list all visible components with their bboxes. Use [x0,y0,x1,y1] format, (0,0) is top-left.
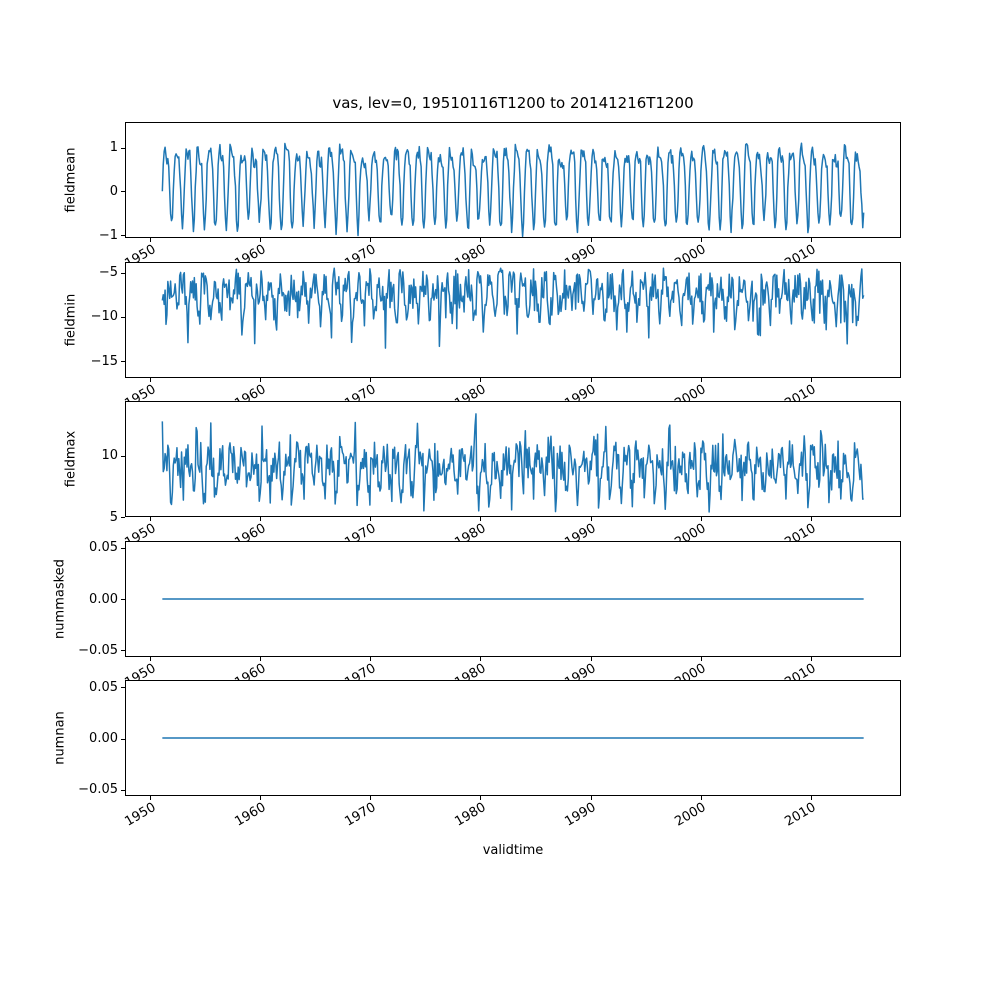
x-tick-mark [260,796,262,800]
x-tick-mark [700,517,702,521]
y-axis-label-numnan: numnan [52,711,68,765]
y-tick-mark [121,789,125,791]
x-tick-mark [370,238,372,242]
series-line-fieldmin [161,266,865,349]
x-tick-mark [590,238,592,242]
x-tick-mark [480,796,482,800]
chart-title: vas, lev=0, 19510116T1200 to 20141216T12… [332,94,694,112]
y-tick-mark [121,738,125,740]
x-tick-mark [700,796,702,800]
series-line-fieldmean [161,142,865,237]
y-tick-mark [121,272,125,274]
y-tick-mark [121,361,125,363]
y-tick-label: 1 [109,140,118,156]
y-tick-mark [121,547,125,549]
y-tick-label: 5 [109,509,118,525]
line-fieldmax [161,413,865,513]
x-tick-mark [480,656,482,661]
x-tick-label: 2010 [782,800,819,830]
series-line-fieldmax [161,413,865,513]
series-line-numnan [162,737,864,739]
x-tick-mark [810,656,812,661]
x-tick-label: 1950 [122,800,159,830]
y-tick-label: 0.00 [89,731,118,746]
x-tick-mark [260,377,262,382]
series-line-nummasked [162,597,864,600]
axes-numnan: 0.05 0.00 −0.05 1950 1960 1970 1980 1990 2000 201… [53,680,901,830]
y-axis-label-nummasked: nummasked [52,558,68,639]
y-tick-label: −1 [98,227,118,243]
x-tick-label: 1970 [342,800,379,830]
y-axis-label-fieldmin: fieldmin [63,293,79,346]
x-tick-label: 1980 [452,800,489,830]
line-fieldmean [161,142,865,237]
x-tick-mark [150,796,152,800]
x-tick-mark [700,377,702,382]
x-tick-mark [700,656,702,661]
y-tick-label: −0.05 [78,642,118,658]
x-tick-mark [480,517,482,521]
axes-nummasked: 0.05 0.00 −0.05 1950 1960 1970 1980 1990 2000 201… [53,540,901,690]
x-tick-mark [590,517,592,521]
y-tick-mark [121,517,125,519]
y-tick-label: −15 [90,353,118,369]
x-tick-mark [810,517,812,521]
y-tick-label: −0.05 [78,782,118,798]
line-fieldmin [161,266,865,349]
x-tick-mark [260,238,262,242]
x-tick-mark [150,656,152,661]
y-tick-label: 0.00 [89,591,118,607]
x-tick-mark [810,238,812,242]
y-axis-label-fieldmean: fieldmean [63,147,79,213]
x-tick-mark [370,796,372,800]
x-tick-label: 1990 [562,800,599,830]
x-tick-mark [480,377,482,382]
x-tick-mark [370,656,372,661]
y-tick-label: 0 [109,183,118,199]
y-tick-label: 10 [101,448,118,464]
y-axis-label-fieldmax: fieldmax [63,430,79,488]
x-tick-mark [590,656,592,661]
y-tick-mark [121,147,125,149]
x-axis-label: validtime [482,843,544,858]
axes-fieldmean: 1 0 −1 1950 1960 1970 1980 1990 2000 2010 fieldmea… [64,122,901,272]
y-tick-mark [121,235,125,237]
x-tick-mark [590,377,592,382]
x-tick-mark [590,796,592,800]
y-tick-label: 0.05 [89,540,118,556]
x-tick-label: 1960 [232,800,269,830]
y-tick-mark [121,599,125,600]
x-tick-mark [260,517,262,521]
y-tick-mark [121,455,125,457]
x-tick-mark [260,656,262,661]
y-tick-mark [121,650,125,652]
x-tick-mark [150,517,152,521]
x-tick-mark [370,517,372,521]
x-tick-mark [810,377,812,382]
x-tick-mark [810,796,812,800]
x-tick-mark [150,238,152,242]
axes-fieldmax: 10 5 1950 1960 1970 1980 1990 2000 2010 fieldmax [64,401,901,551]
y-tick-mark [121,687,125,689]
y-tick-label: 0.05 [89,679,118,695]
x-tick-mark [150,377,152,382]
x-tick-mark [700,238,702,242]
axes-fieldmin: −5 −10 −15 1950 1960 1970 1980 1990 2000 2010 fiel… [64,261,901,411]
y-tick-mark [121,191,125,193]
y-tick-label: −5 [98,265,118,281]
y-tick-label: −10 [90,309,118,325]
x-tick-mark [370,377,372,382]
x-tick-label: 2000 [672,800,709,830]
x-tick-mark [480,238,482,242]
y-tick-mark [121,316,125,318]
